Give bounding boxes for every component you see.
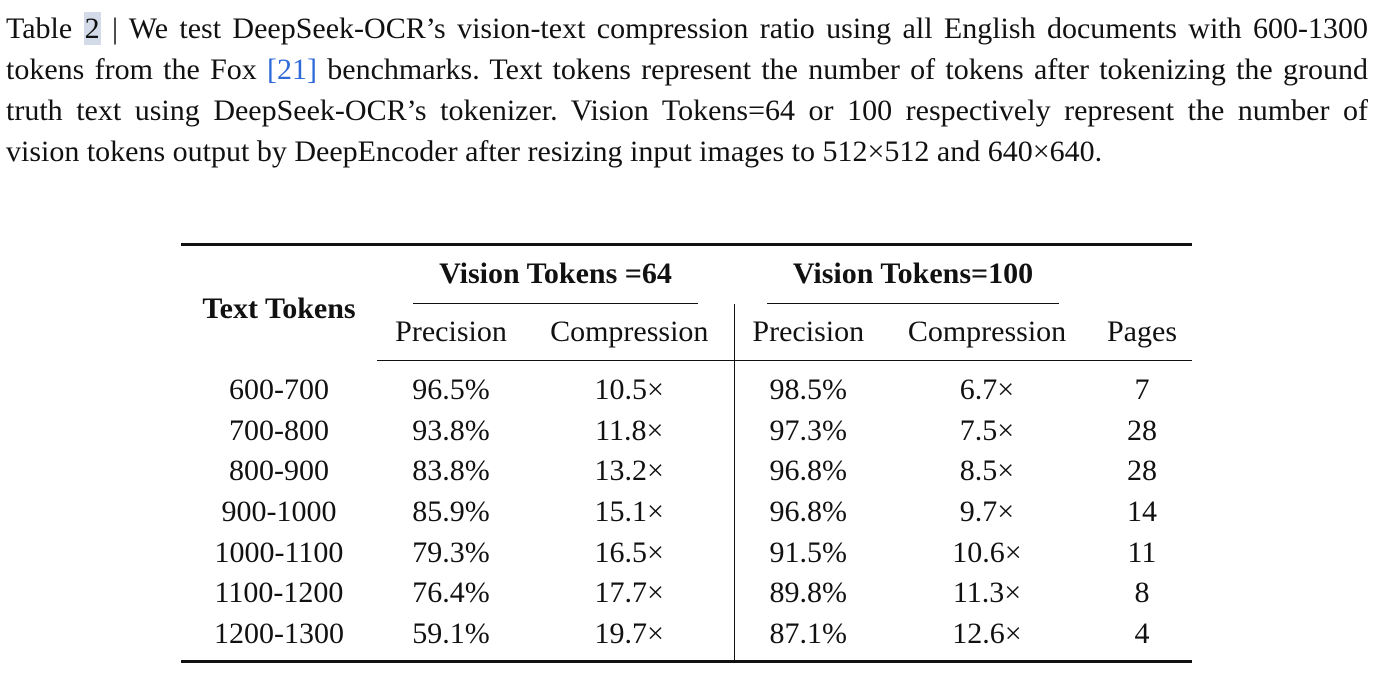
cell-compression-64: 13.2×: [594, 454, 664, 488]
cell-pages: 11: [1127, 535, 1157, 569]
header-group-100: Vision Tokens=100: [734, 245, 1092, 305]
cell-compression-100: 7.5×: [959, 413, 1015, 447]
cell-text-tokens: 1200-1300: [214, 616, 344, 650]
header-text-tokens: Text Tokens: [202, 292, 356, 326]
header-compression-64: Compression: [525, 304, 734, 361]
cell-text-tokens: 900-1000: [221, 495, 337, 529]
caption-text-after-ref: benchmarks. Text tokens represent the nu…: [6, 53, 1368, 168]
cell-compression-64: 11.8×: [595, 413, 664, 447]
table-caption: Table 2 | We test DeepSeek-OCR’s vision-…: [6, 8, 1368, 172]
table-row: 600-700 96.5% 10.5× 98.5% 6.7× 7: [181, 360, 1192, 411]
caption-text-before-ref: | We test DeepSeek-OCR’s vision-text com…: [6, 12, 1368, 86]
cell-compression-64: 10.5×: [594, 373, 664, 407]
cell-precision-64: 96.5%: [412, 373, 490, 407]
cell-pages: 8: [1134, 576, 1150, 610]
cell-text-tokens: 700-800: [229, 413, 329, 447]
header-pages: Pages: [1092, 304, 1192, 361]
cell-compression-100: 8.5×: [959, 454, 1015, 488]
cell-precision-64: 76.4%: [412, 576, 490, 610]
cell-compression-64: 19.7×: [594, 616, 664, 650]
table-row: 800-900 83.8% 13.2× 96.8% 8.5× 28: [181, 451, 1192, 492]
citation-link[interactable]: [21]: [267, 53, 317, 86]
cell-pages: 7: [1134, 373, 1150, 407]
table-row: 700-800 93.8% 11.8× 97.3% 7.5× 28: [181, 410, 1192, 452]
header-group-100-label: Vision Tokens=100: [766, 257, 1060, 304]
cell-compression-64: 16.5×: [594, 535, 664, 569]
cell-compression-100: 10.6×: [952, 535, 1022, 569]
header-compression-100: Compression: [882, 304, 1092, 361]
table-row: 1000-1100 79.3% 16.5× 91.5% 10.6× 11: [181, 532, 1192, 573]
header-empty-pages: [1092, 245, 1192, 305]
cell-compression-100: 9.7×: [959, 495, 1015, 529]
cell-precision-64: 59.1%: [412, 616, 490, 650]
cell-text-tokens: 1100-1200: [214, 576, 344, 610]
cell-precision-100: 89.8%: [733, 572, 882, 614]
cell-compression-64: 17.7×: [594, 576, 664, 610]
table-row: 900-1000 85.9% 15.1× 96.8% 9.7× 14: [181, 491, 1192, 533]
table-number: 2: [83, 12, 101, 45]
table-row: 1200-1300 59.1% 19.7× 87.1% 12.6× 4: [181, 613, 1192, 662]
cell-precision-100: 96.8%: [733, 491, 882, 533]
cell-pages: 4: [1134, 616, 1150, 650]
cell-precision-64: 83.8%: [412, 454, 490, 488]
results-table-container: Text Tokens Vision Tokens =64 Vision Tok…: [181, 243, 1192, 663]
cell-precision-64: 85.9%: [412, 495, 490, 529]
cell-text-tokens: 1000-1100: [214, 535, 344, 569]
cell-precision-100: 96.8%: [733, 451, 882, 492]
header-group-64-label: Vision Tokens =64: [413, 257, 698, 304]
cell-precision-100: 91.5%: [733, 532, 882, 573]
caption-label: Table: [6, 12, 73, 45]
header-group-64: Vision Tokens =64: [377, 245, 734, 305]
cell-precision-100: 98.5%: [733, 360, 882, 411]
table-row: 1100-1200 76.4% 17.7× 89.8% 11.3× 8: [181, 572, 1192, 614]
cell-precision-100: 87.1%: [733, 613, 882, 662]
cell-pages: 28: [1127, 454, 1157, 488]
cell-text-tokens: 600-700: [229, 373, 329, 407]
header-precision-64: Precision: [377, 304, 525, 361]
cell-compression-100: 12.6×: [952, 616, 1022, 650]
cell-text-tokens: 800-900: [229, 454, 329, 488]
cell-precision-64: 79.3%: [412, 535, 490, 569]
cell-pages: 14: [1127, 495, 1157, 529]
cell-compression-100: 11.3×: [952, 576, 1022, 610]
cell-compression-100: 6.7×: [959, 373, 1015, 407]
header-precision-100: Precision: [733, 304, 882, 361]
cell-pages: 28: [1127, 413, 1157, 447]
cell-precision-100: 97.3%: [733, 410, 882, 452]
cell-compression-64: 15.1×: [594, 495, 664, 529]
cell-precision-64: 93.8%: [412, 413, 490, 447]
results-table: Text Tokens Vision Tokens =64 Vision Tok…: [181, 243, 1192, 663]
